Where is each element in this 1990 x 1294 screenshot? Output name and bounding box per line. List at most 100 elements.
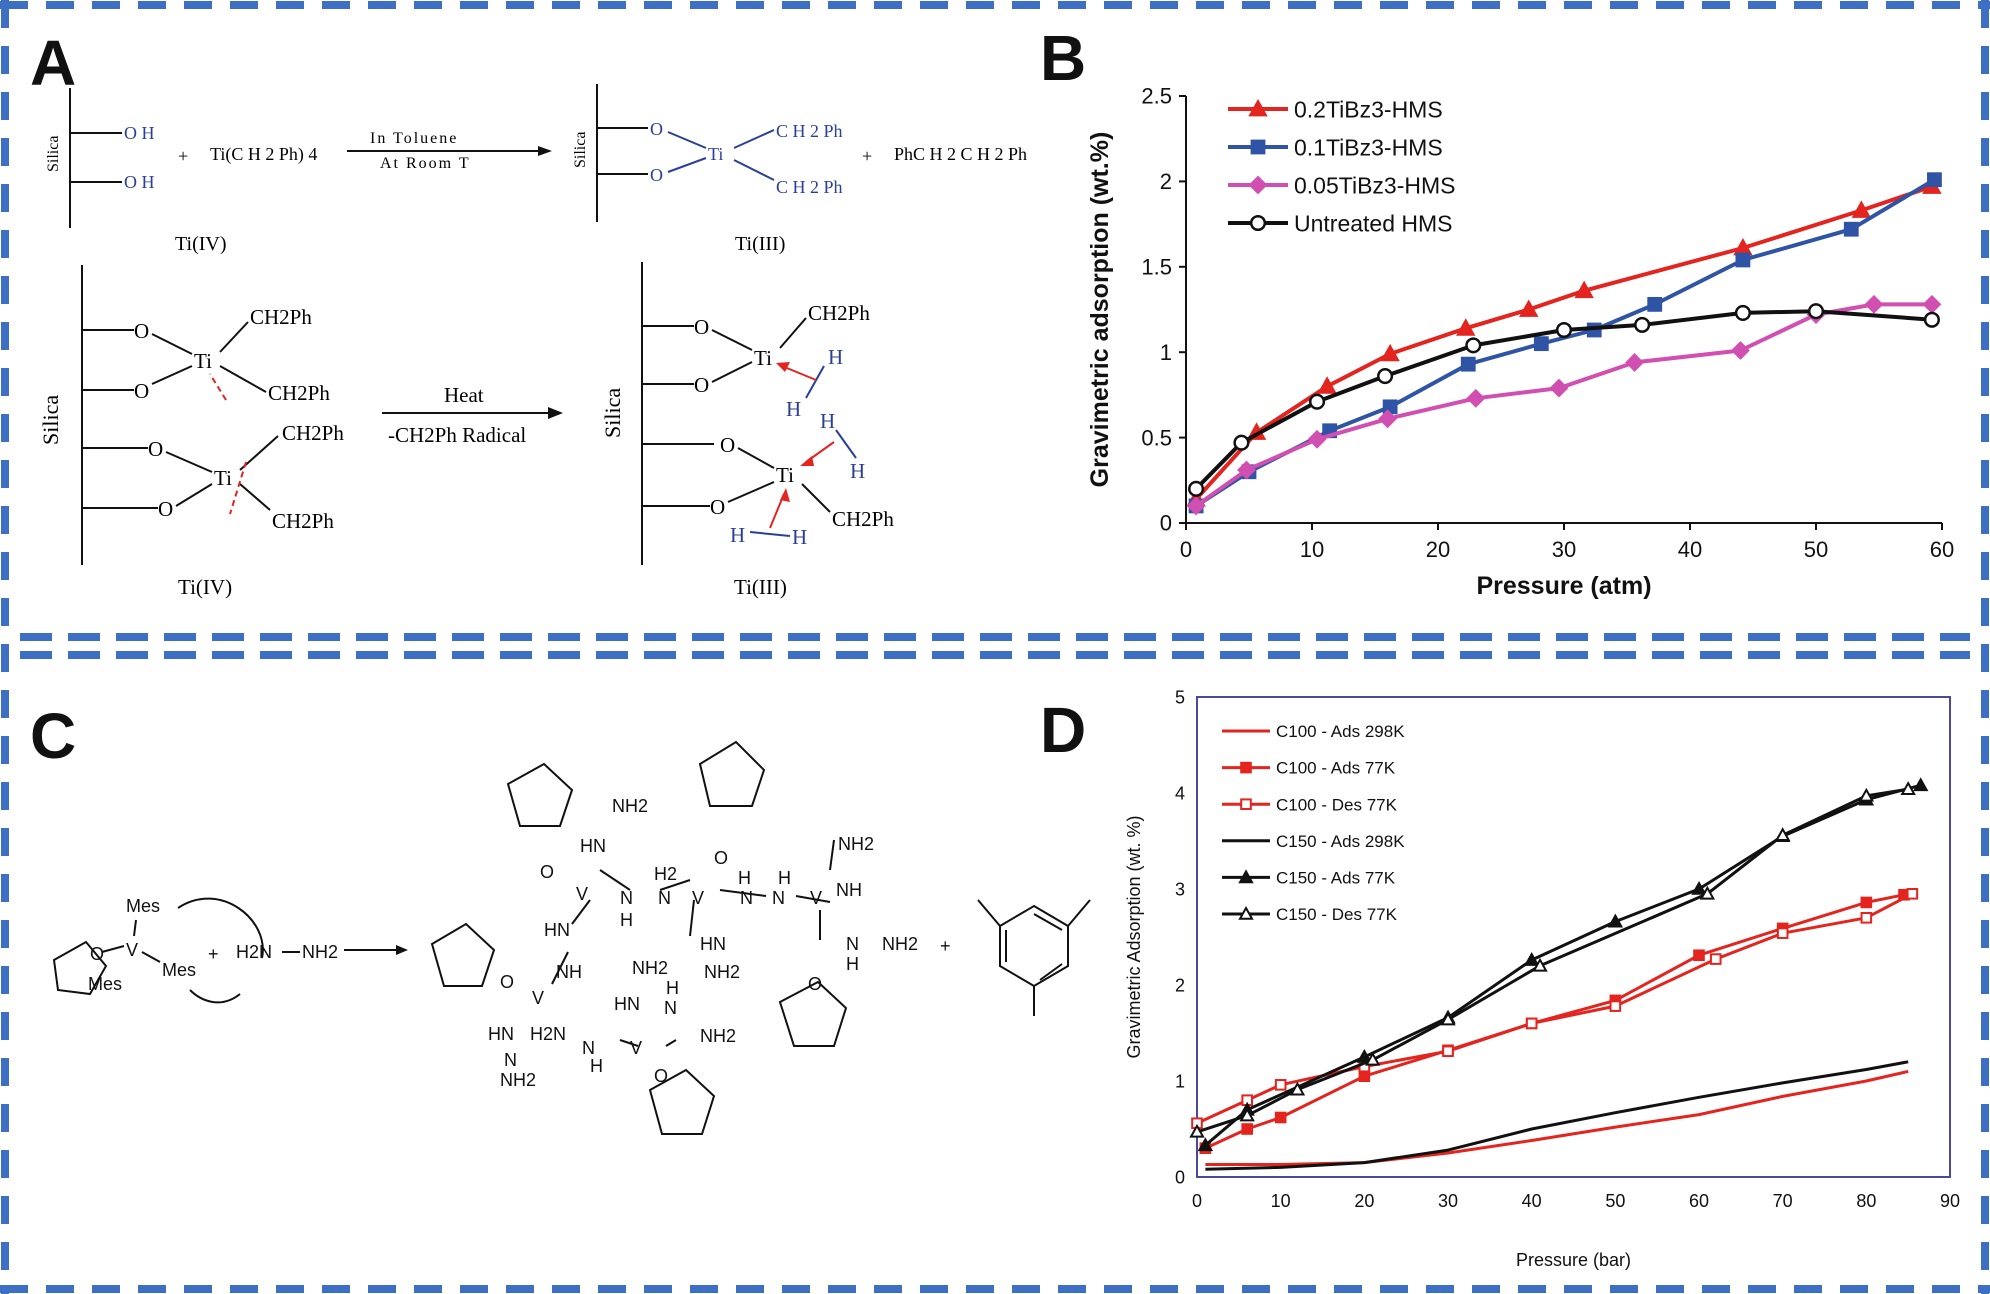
legend-marker: [1240, 761, 1252, 774]
hydrogen-atom: H: [792, 525, 807, 549]
data-point: [1189, 1123, 1205, 1138]
data-point: [1274, 1111, 1287, 1124]
data-point: [1456, 318, 1476, 336]
plus-sign: +: [940, 936, 951, 956]
x-tick-label: 30: [1438, 1191, 1458, 1211]
hydrogen-atom: H: [778, 868, 791, 888]
series-line-4: [1194, 309, 1933, 491]
vanadium-atom: V: [576, 884, 588, 904]
series-line-5: [1204, 783, 1922, 1147]
hydrazine-amine: NH2: [302, 942, 338, 962]
imine-group: N: [504, 1050, 517, 1070]
x-tick-label: 0: [1180, 537, 1192, 562]
data-point: [1693, 949, 1705, 962]
hydrogen-atom: H: [850, 459, 865, 483]
data-point: [1807, 303, 1825, 320]
legend-marker: [1238, 869, 1254, 884]
data-point: [1860, 896, 1873, 909]
hydrogen-atom: H: [730, 523, 745, 547]
vanadium-atom: V: [692, 888, 704, 908]
x-tick-label: 0: [1192, 1191, 1202, 1211]
hydrogen-atom: H: [820, 409, 835, 433]
data-point: [1774, 827, 1791, 842]
oxygen-atom: O: [134, 319, 149, 343]
oxygen-atom: O: [148, 437, 163, 461]
data-point: [1609, 1000, 1622, 1012]
data-point: [1922, 294, 1942, 314]
panel-letter-c: C: [30, 700, 76, 772]
plot-area-frame: [1196, 696, 1951, 1178]
hydrogen-atom: H: [786, 397, 801, 421]
data-point: [1709, 953, 1722, 965]
data-point: [1186, 496, 1206, 516]
x-tick-label: 60: [1930, 537, 1954, 562]
silica-label: Silica: [572, 132, 589, 168]
thf-ring: [506, 762, 574, 827]
benzyl-group: CH2Ph: [268, 381, 330, 405]
plus-sign: +: [208, 944, 219, 964]
y-tick-label: 1: [1160, 340, 1172, 365]
y-tick-label: 0: [1160, 511, 1172, 536]
y-tick-label: 0.5: [1141, 425, 1172, 450]
hydroxyl-group: O H: [124, 123, 155, 143]
imine-group: N: [772, 888, 785, 908]
vanadium-atom: V: [630, 1038, 642, 1058]
data-point: [1519, 299, 1539, 317]
vanadium-atom: V: [532, 988, 544, 1008]
data-point: [1466, 388, 1486, 408]
oxygen-atom: O: [158, 497, 173, 521]
reagent-formula: Ti(C H 2 Ph) 4: [210, 144, 317, 165]
hydrogen-atom: H: [828, 345, 843, 369]
data-point: [1776, 927, 1789, 939]
oxygen-atom: O: [720, 433, 735, 457]
panel-b: B 0 10 20 30 40 50 60 0 0.5 1 1.5 2 2.5 Pressure (atm…: [1040, 22, 1954, 600]
data-point: [1460, 356, 1476, 372]
imine-group: HN: [488, 1024, 514, 1044]
hydrogen-atom: H: [846, 954, 859, 974]
plus-sign: +: [862, 146, 872, 166]
data-point: [1289, 1081, 1306, 1096]
hydrazine-amine: H2N: [530, 1024, 566, 1044]
data-point: [1691, 880, 1707, 895]
legend-marker: [1248, 98, 1268, 117]
oxygen-atom: O: [694, 373, 709, 397]
hydroxyl-group: O H: [124, 172, 155, 192]
legend-marker: [1250, 139, 1266, 155]
oxidation-state-label: Ti(III): [735, 233, 785, 255]
legend-label: 0.2TiBz3-HMS: [1294, 96, 1443, 122]
titanium-atom: Ti: [214, 466, 232, 490]
data-point: [1555, 321, 1573, 339]
oxygen-atom: O: [134, 379, 149, 403]
benzyl-group: CH2Ph: [250, 305, 312, 329]
mesityl-group: Mes: [162, 960, 196, 980]
x-tick-label: 10: [1300, 537, 1324, 562]
chart-d: 0 10 20 30 40 50 60 70 80 90 0 1 2 3 4 5 Pressure (bar) G…: [1124, 687, 1960, 1270]
panel-a: A Silica O H O H + Ti(C H 2 Ph) 4 In Tol…: [30, 27, 1027, 599]
imine-group: NH: [556, 962, 582, 982]
data-point: [1233, 434, 1250, 451]
benzyl-group: C H 2 Ph: [776, 121, 843, 141]
series-line-2: [1204, 893, 1905, 1150]
imine-group: N: [846, 934, 859, 954]
y-tick-label: 2: [1175, 975, 1185, 995]
mesityl-group: Mes: [88, 974, 122, 994]
titanium-atom: Ti: [776, 463, 794, 487]
oxygen-atom: O: [650, 165, 663, 185]
data-point: [1237, 460, 1256, 480]
x-tick-label: 80: [1856, 1191, 1876, 1211]
arrow-condition-bottom: At Room T: [380, 155, 471, 172]
x-tick-label: 30: [1552, 537, 1576, 562]
y-tick-label: 2.5: [1141, 84, 1172, 109]
x-tick-label: 50: [1605, 1191, 1625, 1211]
benzyl-group: CH2Ph: [282, 421, 344, 445]
reaction-scheme-2: Silica O O Ti CH2Ph CH2Ph O O Ti CH2Ph C…: [38, 262, 894, 599]
benzyl-group: C H 2 Ph: [776, 177, 843, 197]
oxygen-atom: O: [710, 495, 725, 519]
series-line-3: [1196, 892, 1913, 1125]
hydrogen-label: H2: [654, 864, 677, 884]
imine-group: N: [664, 998, 677, 1018]
imine-group: NH: [836, 880, 862, 900]
data-point: [1927, 172, 1942, 188]
legend-label: C150 - Ads 298K: [1276, 832, 1405, 851]
